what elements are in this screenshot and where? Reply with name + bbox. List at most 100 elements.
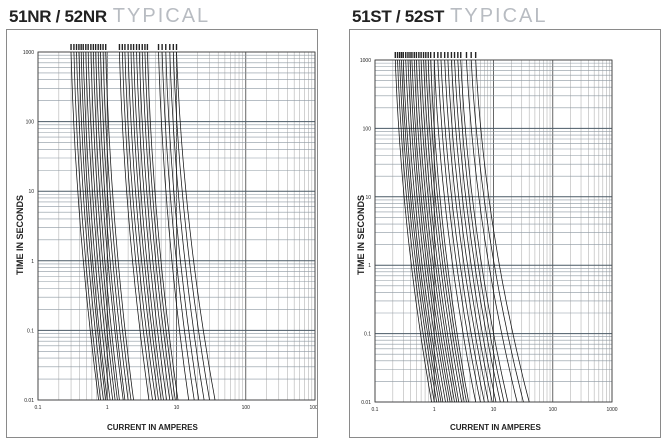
y-tick-label: 0.01 (24, 398, 34, 404)
series-line (401, 59, 440, 403)
series-line (73, 51, 101, 401)
series-line (416, 59, 455, 403)
y-tick-label: 0.1 (364, 332, 371, 338)
curve-top-marker (447, 52, 449, 58)
curve-top-marker (144, 44, 146, 50)
series-line (409, 59, 449, 403)
y-tick-label: 100 (26, 120, 35, 126)
series-line (451, 59, 497, 403)
series-line (172, 51, 210, 401)
series-line (423, 59, 462, 403)
curve-top-marker (97, 44, 99, 50)
y-tick-label: 1000 (360, 58, 371, 64)
series-line (397, 59, 435, 403)
curve-top-marker (407, 52, 409, 58)
series-line (78, 51, 107, 401)
curve-top-marker (135, 44, 138, 50)
series-line (87, 51, 116, 401)
curve-top-marker (453, 52, 456, 58)
x-tick-label: 1 (106, 405, 109, 411)
curve-top-marker (90, 44, 92, 50)
chart-panel-right: 0.01 0.1 1 10 100 1000 0.1 1 10 100 1000 TIME IN S… (349, 29, 661, 438)
curve-top-marker (87, 44, 89, 50)
series-line (475, 59, 530, 403)
series-line (80, 51, 108, 401)
curve-top-marker (474, 52, 477, 58)
series-line (430, 59, 469, 403)
series-line (127, 51, 159, 401)
x-tick-label: 100 (549, 407, 558, 413)
series-line (447, 59, 493, 403)
series-line (176, 51, 216, 401)
plot-frame (374, 59, 613, 403)
x-tick-label: 100 (242, 405, 251, 411)
chart-subtitle-right: TYPICAL (450, 5, 548, 27)
series-line (119, 51, 150, 401)
series-line (402, 59, 442, 403)
x-tick-label: 1 (433, 407, 436, 413)
series-line (169, 51, 205, 401)
series-line (427, 59, 467, 403)
curve-top-marker (130, 44, 132, 50)
series-line (413, 59, 453, 403)
series-line (418, 59, 458, 403)
curve-top-marker (141, 44, 143, 50)
curve-top-marker (165, 44, 167, 50)
curve-top-marker (118, 44, 121, 50)
series-line (136, 51, 167, 401)
series-line (93, 51, 120, 401)
curve-top-marker (409, 52, 411, 58)
series-line (407, 59, 446, 403)
series-line (411, 59, 451, 403)
series-line (70, 51, 99, 401)
curve-top-marker (169, 44, 171, 50)
curve-top-marker (73, 44, 75, 50)
y-tick-label: 10 (365, 195, 371, 201)
y-axis-label-right: TIME IN SECONDS (356, 194, 366, 275)
series-line (144, 51, 176, 401)
curve-top-marker (99, 44, 102, 50)
y-axis-label-left: TIME IN SECONDS (15, 194, 25, 275)
x-tick-label: 0.1 (372, 407, 379, 413)
series-line (102, 51, 132, 401)
curve-top-marker (121, 44, 124, 50)
y-tick-label: 0.01 (361, 400, 371, 406)
series-line (454, 59, 501, 403)
series-line (457, 59, 505, 403)
curve-top-marker (437, 52, 439, 58)
chart-title-left-main: 51NR / 52NR (9, 7, 107, 26)
curve-top-marker (102, 44, 104, 50)
x-tick-label: 0.1 (35, 405, 42, 411)
series-line (147, 51, 179, 401)
curve-top-marker (146, 44, 149, 50)
series-line (440, 59, 485, 403)
chart-title-right-main: 51ST / 52ST (352, 7, 445, 26)
x-tick-label: 10 (491, 407, 497, 413)
x-axis-label-right: CURRENT IN AMPERES (450, 423, 541, 432)
curve-top-marker (413, 52, 415, 58)
curve-top-marker (420, 52, 422, 58)
curve-top-marker (124, 44, 126, 50)
x-tick-label: 10 (174, 405, 180, 411)
curve-top-marker (443, 52, 446, 58)
curve-top-marker (427, 52, 429, 58)
curve-top-marker (396, 52, 399, 58)
curve-top-marker (440, 52, 442, 58)
series-line (161, 51, 195, 401)
curve-top-marker (82, 44, 84, 50)
curve-top-marker (172, 44, 175, 50)
series-line (100, 51, 129, 401)
series-line (437, 59, 481, 403)
curve-top-marker (132, 44, 135, 50)
x-axis-label-left: CURRENT IN AMPERES (107, 423, 198, 432)
curve-top-marker (70, 44, 72, 50)
curve-top-marker (85, 44, 87, 50)
series-line (133, 51, 164, 401)
curve-top-marker (80, 44, 82, 50)
series-line (466, 59, 518, 403)
x-tick-label: 1000 (309, 405, 317, 411)
series-line (121, 51, 153, 401)
curve-top-marker (175, 44, 178, 50)
